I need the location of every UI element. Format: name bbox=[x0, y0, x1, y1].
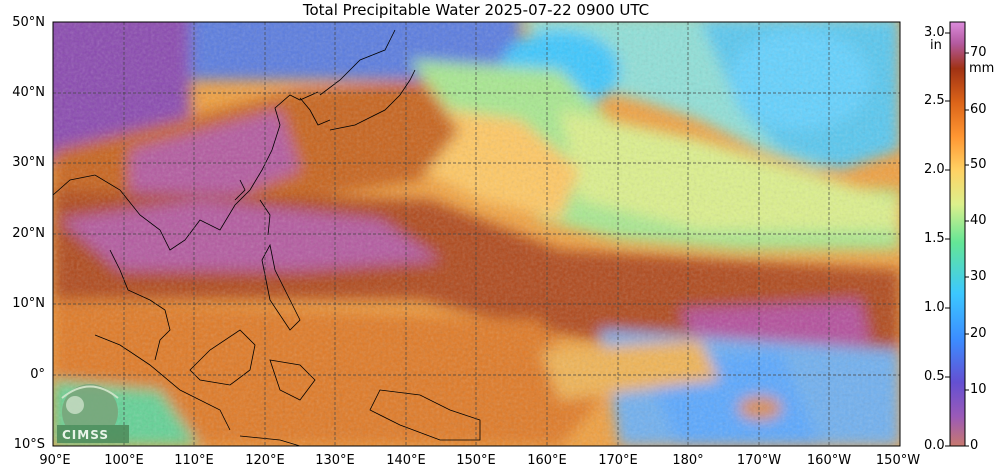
lon-label: 160°E bbox=[527, 453, 567, 468]
colorbar-in-tick: 1.5 bbox=[924, 231, 945, 246]
lon-label: 180° bbox=[672, 453, 704, 468]
lat-label: 0° bbox=[30, 367, 45, 382]
colorbar bbox=[949, 21, 966, 447]
lon-label: 90°E bbox=[39, 453, 71, 468]
lon-label: 100°E bbox=[104, 453, 144, 468]
lon-label: 140°E bbox=[386, 453, 426, 468]
lat-label: 10°N bbox=[12, 296, 45, 311]
lon-label: 150°E bbox=[456, 453, 496, 468]
colorbar-mm-tick: 10 bbox=[970, 382, 987, 397]
coastlines bbox=[53, 29, 481, 446]
colorbar-unit-mm: mm bbox=[969, 61, 995, 76]
lat-label: 50°N bbox=[12, 15, 45, 30]
lon-label: 150°W bbox=[875, 453, 921, 468]
lat-label: 20°N bbox=[12, 226, 45, 241]
colorbar-mm-tick: 70 bbox=[970, 45, 987, 60]
colorbar-ticks bbox=[945, 32, 969, 447]
lon-label: 110°E bbox=[174, 453, 214, 468]
colorbar-mm-tick: 30 bbox=[970, 269, 987, 284]
cimss-logo bbox=[57, 384, 129, 443]
colorbar-mm-tick: 20 bbox=[970, 326, 987, 341]
colorbar-in-tick: 3.0 bbox=[924, 25, 945, 40]
colorbar-mm-tick: 0 bbox=[970, 438, 979, 453]
colorbar-in-tick: 2.5 bbox=[924, 93, 945, 108]
map-title: Total Precipitable Water 2025-07-22 0900… bbox=[302, 1, 650, 19]
colorbar-in-tick: 1.0 bbox=[924, 300, 945, 315]
lon-label: 130°E bbox=[315, 453, 355, 468]
lon-label: 160°W bbox=[806, 453, 852, 468]
colorbar-in-tick: 0.5 bbox=[924, 369, 945, 384]
map-frame bbox=[52, 21, 901, 447]
colorbar-mm-tick: 60 bbox=[970, 102, 987, 117]
lon-label: 120°E bbox=[245, 453, 285, 468]
cimss-logo-text: CIMSS bbox=[62, 428, 109, 442]
lon-label: 170°E bbox=[598, 453, 638, 468]
colorbar-mm-tick: 50 bbox=[970, 157, 987, 172]
colorbar-in-tick: 0.0 bbox=[924, 438, 945, 453]
colorbar-unit-in: in bbox=[930, 38, 942, 53]
graticule bbox=[53, 22, 900, 446]
lat-label: 10°S bbox=[13, 437, 45, 452]
colorbar-mm-tick: 40 bbox=[970, 213, 987, 228]
colorbar-in-tick: 2.0 bbox=[924, 162, 945, 177]
lon-label: 170°W bbox=[736, 453, 782, 468]
lat-label: 30°N bbox=[12, 155, 45, 170]
lat-label: 40°N bbox=[12, 85, 45, 100]
